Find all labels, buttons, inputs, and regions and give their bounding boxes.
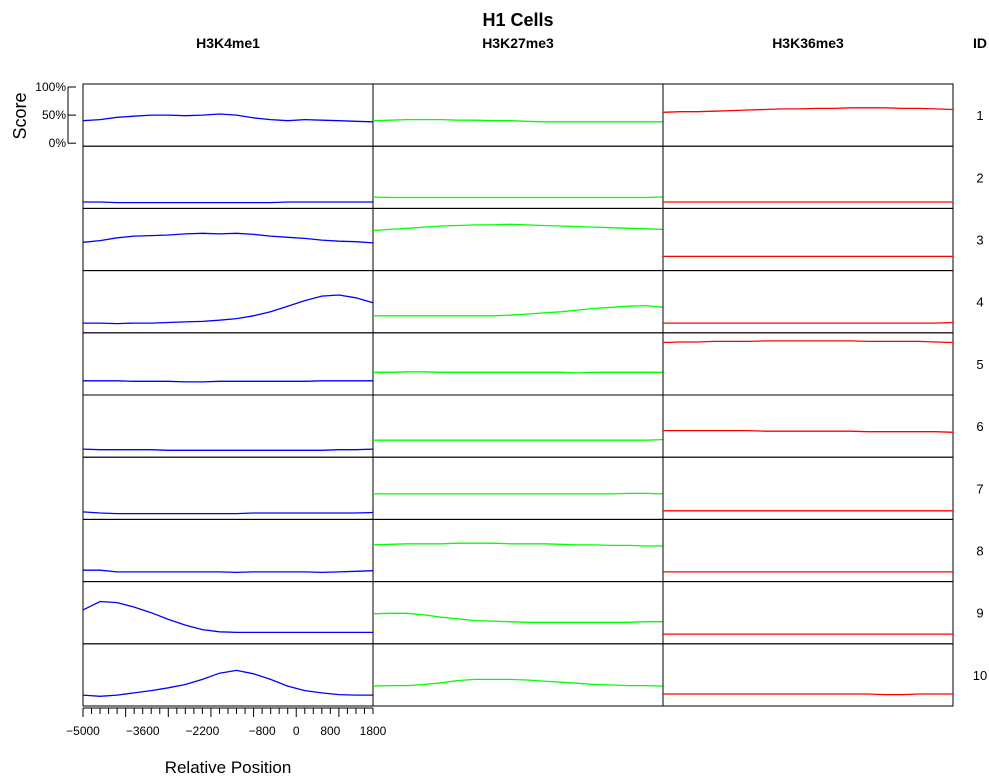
x-tick-label: −3600 <box>126 724 160 738</box>
y-tick-label: 0% <box>49 136 67 150</box>
y-tick-label: 50% <box>42 108 66 122</box>
series-line-6-h3k36me3 <box>663 429 954 433</box>
panel-frame-7-h3k36me3 <box>662 456 954 520</box>
x-tick-label: −5000 <box>66 724 100 738</box>
panel-frame-9-h3k4me1 <box>82 581 374 645</box>
series-line-1-h3k36me3 <box>662 107 954 113</box>
x-tick-label: 800 <box>320 724 340 738</box>
row-id-label: 2 <box>976 170 983 185</box>
panel-frame-8-h3k27me3 <box>372 518 664 583</box>
row-id-label: 6 <box>976 419 983 434</box>
row-id-label: 1 <box>976 108 983 123</box>
panel-frame-5-h3k4me1 <box>82 332 374 396</box>
panel-frame-6-h3k36me3 <box>662 394 954 458</box>
series-line-1-h3k4me1 <box>82 113 374 123</box>
panel-frame-5-h3k27me3 <box>372 332 664 396</box>
series-line-10-h3k4me1 <box>82 669 373 697</box>
series-line-7-h3k27me3 <box>373 492 664 495</box>
panel-frame-10-h3k4me1 <box>82 643 374 707</box>
panel-frame-2-h3k4me1 <box>82 145 374 209</box>
panel-frame-10-h3k36me3 <box>662 643 954 707</box>
id-column-header: ID <box>973 35 987 51</box>
row-id-labels: 1 2 3 4 5 6 7 8 9 10 <box>973 108 987 683</box>
series-line-2-h3k27me3 <box>372 196 664 199</box>
series-line-4-h3k27me3 <box>373 304 664 317</box>
y-axis-label: Score <box>10 92 30 139</box>
x-tick-label: 1800 <box>360 724 387 738</box>
series-line-9-h3k27me3 <box>372 612 663 623</box>
series-line-10-h3k36me3 <box>663 693 953 696</box>
panel-grid <box>82 83 954 707</box>
y-axis: 0% 50% 100% <box>35 80 76 150</box>
series-line-9-h3k4me1 <box>82 600 373 634</box>
series-line-6-h3k27me3 <box>373 438 664 441</box>
panel-frame-1-h3k36me3 <box>662 83 954 147</box>
series-line-7-h3k4me1 <box>82 511 374 515</box>
column-title-h3k36me3: H3K36me3 <box>772 35 844 51</box>
column-title-h3k4me1: H3K4me1 <box>196 35 260 51</box>
row-id-label: 9 <box>976 606 983 621</box>
row-id-label: 4 <box>976 295 983 310</box>
series-line-6-h3k4me1 <box>82 448 374 451</box>
y-tick-label: 100% <box>35 80 66 94</box>
x-axis: −5000 −3600 −2200 −800 0 800 1800 <box>66 707 387 738</box>
row-id-label: 7 <box>976 481 983 496</box>
panel-frame-10-h3k27me3 <box>372 643 664 707</box>
series-line-3-h3k27me3 <box>372 223 664 232</box>
column-title-h3k27me3: H3K27me3 <box>482 35 554 51</box>
row-id-label: 10 <box>973 668 987 683</box>
x-tick-label: 0 <box>293 724 300 738</box>
series-line-8-h3k4me1 <box>83 569 374 574</box>
panel-frame-9-h3k27me3 <box>372 581 664 645</box>
series-line-1-h3k27me3 <box>372 118 663 123</box>
series-line-4-h3k4me1 <box>83 294 374 325</box>
panel-frame-6-h3k27me3 <box>372 394 664 458</box>
series-line-5-h3k4me1 <box>83 380 373 383</box>
series-line-4-h3k36me3 <box>663 321 954 324</box>
panel-frame-2-h3k36me3 <box>662 145 954 209</box>
series-line-5-h3k27me3 <box>373 371 663 374</box>
series-line-2-h3k4me1 <box>83 201 373 204</box>
panel-frame-3-h3k36me3 <box>662 207 954 272</box>
panel-frame-7-h3k4me1 <box>82 456 374 520</box>
chart-title: H1 Cells <box>482 10 553 30</box>
row-id-label: 3 <box>976 233 983 248</box>
series-line-10-h3k27me3 <box>372 678 664 687</box>
series-line-8-h3k27me3 <box>372 542 663 547</box>
series-line-3-h3k4me1 <box>82 232 374 244</box>
panel-frame-3-h3k4me1 <box>82 207 374 272</box>
panel-frame-2-h3k27me3 <box>372 145 664 209</box>
panel-frame-6-h3k4me1 <box>82 394 374 458</box>
x-tick-label: −800 <box>249 724 276 738</box>
x-tick-label: −2200 <box>186 724 220 738</box>
panel-frame-4-h3k27me3 <box>372 270 664 334</box>
panel-frame-7-h3k27me3 <box>372 456 664 520</box>
row-id-label: 8 <box>976 544 983 559</box>
panel-frame-3-h3k27me3 <box>372 207 664 272</box>
row-id-label: 5 <box>976 357 983 372</box>
series-line-5-h3k36me3 <box>662 340 954 344</box>
x-axis-label: Relative Position <box>165 758 292 776</box>
panel-frame-1-h3k27me3 <box>372 83 664 147</box>
